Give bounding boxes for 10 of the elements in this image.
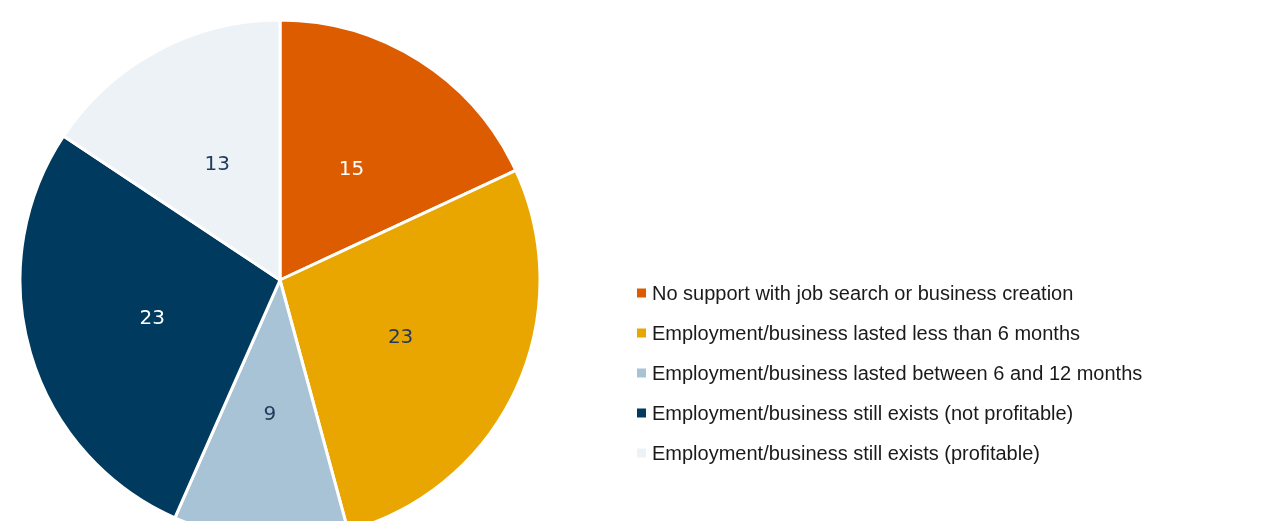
legend-label: Employment/business lasted between 6 and 12 months [652,362,1143,384]
legend-label: No support with job search or business creation [652,282,1074,304]
data-label: 23 [387,324,414,349]
legend-label: Employment/business lasted less than 6 months [652,322,1080,344]
legend-label: Employment/business still exists (profitable) [652,442,1040,464]
data-label: 9 [263,400,277,425]
legend-label: Employment/business still exists (not profitable) [652,402,1074,424]
data-label: 23 [139,305,166,330]
data-label: 13 [204,150,230,175]
data-label: 15 [338,155,365,180]
